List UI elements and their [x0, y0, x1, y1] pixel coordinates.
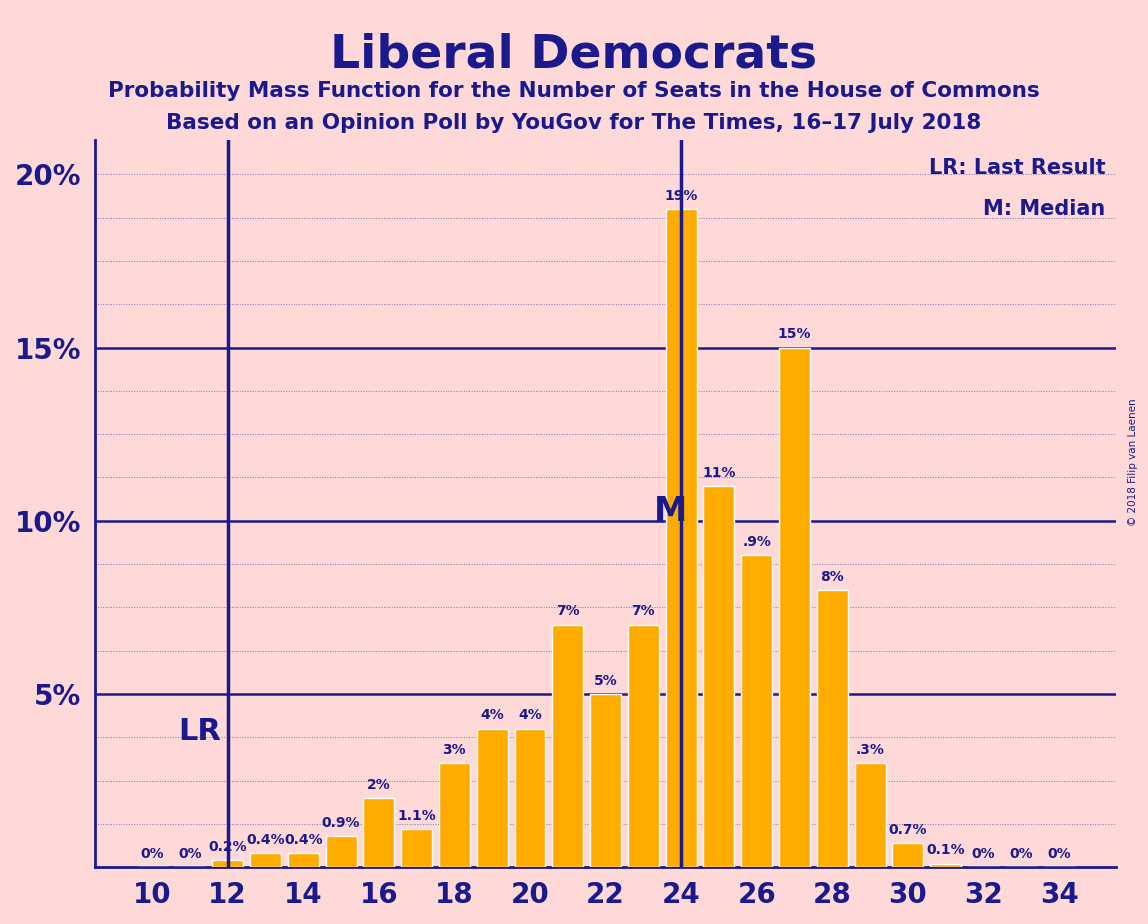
Bar	[779, 347, 810, 867]
Text: Based on an Opinion Poll by YouGov for The Times, 16–17 July 2018: Based on an Opinion Poll by YouGov for T…	[166, 113, 982, 133]
Text: Liberal Democrats: Liberal Democrats	[331, 32, 817, 78]
Text: 0.9%: 0.9%	[321, 816, 360, 830]
Bar	[288, 853, 319, 867]
Text: M: M	[654, 494, 688, 528]
Text: 1.1%: 1.1%	[397, 808, 436, 822]
Text: 3%: 3%	[443, 743, 466, 757]
Text: © 2018 Filip van Laenen: © 2018 Filip van Laenen	[1128, 398, 1138, 526]
Bar	[552, 625, 583, 867]
Bar	[590, 694, 621, 867]
Text: 8%: 8%	[821, 570, 844, 584]
Bar	[704, 486, 735, 867]
Text: 0.1%: 0.1%	[926, 844, 965, 857]
Text: 15%: 15%	[778, 327, 812, 341]
Bar	[817, 590, 848, 867]
Text: 0%: 0%	[971, 847, 995, 861]
Text: 0%: 0%	[1047, 847, 1071, 861]
Text: 0%: 0%	[1009, 847, 1033, 861]
Text: 0.2%: 0.2%	[208, 840, 247, 854]
Text: M: Median: M: Median	[984, 200, 1106, 219]
Text: .3%: .3%	[855, 743, 885, 757]
Text: LR: Last Result: LR: Last Result	[929, 158, 1106, 178]
Bar	[476, 728, 507, 867]
Bar	[930, 864, 961, 867]
Bar	[212, 860, 243, 867]
Bar	[628, 625, 659, 867]
Text: 0.4%: 0.4%	[284, 833, 323, 847]
Text: Probability Mass Function for the Number of Seats in the House of Commons: Probability Mass Function for the Number…	[108, 81, 1040, 102]
Text: LR: LR	[179, 717, 222, 746]
Bar	[326, 836, 357, 867]
Text: 7%: 7%	[631, 604, 656, 618]
Text: 19%: 19%	[665, 188, 698, 202]
Bar	[854, 763, 885, 867]
Bar	[514, 728, 545, 867]
Bar	[666, 209, 697, 867]
Text: 11%: 11%	[703, 466, 736, 480]
Bar	[250, 853, 281, 867]
Text: .9%: .9%	[743, 535, 771, 549]
Text: 4%: 4%	[518, 709, 542, 723]
Text: 7%: 7%	[556, 604, 580, 618]
Text: 5%: 5%	[594, 674, 618, 687]
Bar	[439, 763, 470, 867]
Text: 0.7%: 0.7%	[889, 822, 928, 836]
Bar	[401, 829, 432, 867]
Text: 0.4%: 0.4%	[246, 833, 285, 847]
Text: 0%: 0%	[178, 847, 202, 861]
Bar	[742, 555, 773, 867]
Text: 0%: 0%	[140, 847, 164, 861]
Bar	[363, 797, 394, 867]
Text: 4%: 4%	[480, 709, 504, 723]
Text: 2%: 2%	[367, 778, 390, 792]
Bar	[892, 843, 923, 867]
